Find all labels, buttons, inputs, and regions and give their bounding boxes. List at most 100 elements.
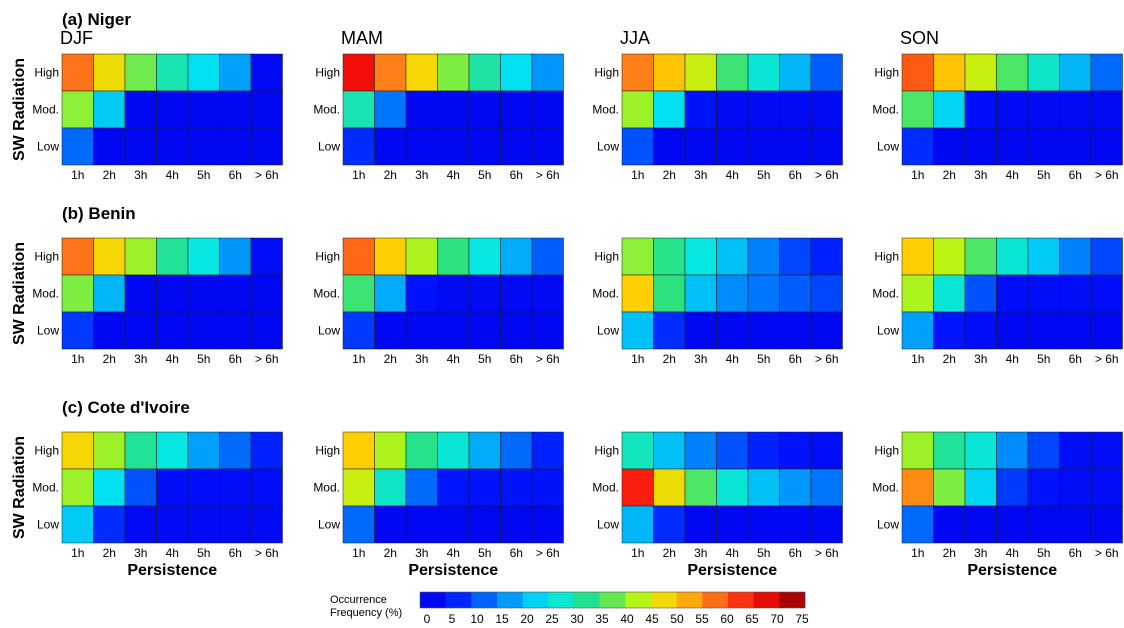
heatmap-cell (405, 311, 438, 350)
heatmap-cell (437, 90, 470, 129)
section-title: (c) Cote d'Ivoire (62, 398, 190, 417)
colorbar-tick-label: 15 (495, 612, 509, 626)
colorbar-step (574, 592, 600, 608)
column-tick-label: 4h (166, 168, 179, 182)
row-tick-label: High (594, 250, 619, 264)
colorbar-tick-label: 65 (745, 612, 759, 626)
heatmap-cell (1059, 127, 1092, 166)
column-tick-label: 5h (478, 352, 491, 366)
heatmap-cell (437, 127, 470, 166)
heatmap-cell (468, 311, 501, 350)
row-tick-label: Mod. (313, 481, 340, 495)
colorbar-tick-label: 20 (520, 612, 534, 626)
column-tick-label: 6h (789, 168, 802, 182)
column-tick-label: 2h (943, 168, 956, 182)
column-tick-label: > 6h (1095, 546, 1119, 560)
heatmap-cell (187, 468, 220, 507)
heatmap-cell (716, 127, 749, 166)
heatmap-cell (405, 53, 438, 92)
heatmap-cell (779, 505, 812, 544)
season-label: MAM (341, 28, 383, 48)
heatmap-cell (342, 53, 375, 92)
heatmap-cell (374, 53, 407, 92)
heatmap-cell (779, 53, 812, 92)
column-tick-label: 3h (134, 546, 147, 560)
heatmap-cell (1027, 127, 1060, 166)
heatmap-cell (964, 237, 997, 276)
heatmap-cell (901, 90, 934, 129)
column-tick-label: 5h (197, 546, 210, 560)
heatmap-cell (933, 53, 966, 92)
column-tick-label: 5h (478, 168, 491, 182)
row-tick-label: High (315, 66, 340, 80)
heatmap-cell (716, 237, 749, 276)
heatmap-cell (1090, 311, 1123, 350)
colorbar-tick-label: 35 (595, 612, 609, 626)
heatmap-cell (716, 431, 749, 470)
column-tick-label: 1h (631, 168, 644, 182)
column-tick-label: 4h (726, 546, 739, 560)
heatmap-cell (468, 53, 501, 92)
column-tick-label: 4h (1006, 168, 1019, 182)
heatmap-cell (901, 311, 934, 350)
heatmap-cell (779, 90, 812, 129)
column-tick-label: 6h (1069, 352, 1082, 366)
column-tick-label: 2h (384, 546, 397, 560)
column-tick-label: 3h (974, 352, 987, 366)
heatmap-cell (653, 274, 686, 313)
colorbar-title-line1: Occurrence (330, 594, 387, 606)
heatmap-cell (716, 311, 749, 350)
panel-djf: High Mod. Low 1h 2h 3h 4h 5h 6h > 6h (32, 237, 283, 366)
column-tick-label: 4h (726, 352, 739, 366)
column-tick-label: 3h (134, 352, 147, 366)
heatmap-cell (621, 505, 654, 544)
heatmap-cell (374, 311, 407, 350)
colorbar-step (522, 592, 549, 608)
heatmap-cell (621, 274, 654, 313)
heatmap-cell (405, 90, 438, 129)
row-tick-label: High (34, 444, 59, 458)
column-tick-label: 1h (631, 546, 644, 560)
column-tick-label: 4h (447, 168, 460, 182)
column-tick-label: 6h (510, 546, 523, 560)
heatmap-cell (933, 505, 966, 544)
heatmap-cell (996, 431, 1029, 470)
panel-mam: High Mod. Low 1h 2h 3h 4h 5h 6h > 6h (313, 237, 564, 366)
heatmap-cell (500, 127, 533, 166)
column-tick-label: 6h (229, 168, 242, 182)
heatmap-cell (437, 274, 470, 313)
heatmap-cell (500, 237, 533, 276)
heatmap-cell (964, 53, 997, 92)
column-tick-label: 4h (726, 168, 739, 182)
heatmap-cell (621, 431, 654, 470)
heatmap-cell (684, 90, 717, 129)
heatmap-cell (219, 237, 252, 276)
heatmap-cell (61, 53, 94, 92)
heatmap-cell (187, 311, 220, 350)
heatmap-cell (61, 505, 94, 544)
heatmap-cell (437, 431, 470, 470)
heatmap-cell (342, 431, 375, 470)
colorbar-frame (419, 591, 806, 609)
heatmap-cell (1090, 274, 1123, 313)
colorbar-tick-label: 75 (795, 612, 809, 626)
heatmap-cell (468, 274, 501, 313)
column-tick-label: 3h (694, 546, 707, 560)
heatmap-cell (250, 127, 283, 166)
heatmap-cell (61, 431, 94, 470)
heatmap-cell (531, 237, 564, 276)
heatmap-cell (996, 237, 1029, 276)
column-tick-label: 5h (1037, 546, 1050, 560)
heatmap-cell (901, 505, 934, 544)
heatmap-cell (964, 468, 997, 507)
column-tick-label: 6h (229, 546, 242, 560)
heatmap-cell (779, 127, 812, 166)
heatmap-cell (901, 431, 934, 470)
colorbar-step (548, 592, 575, 608)
heatmap-cell (531, 311, 564, 350)
heatmap-cell (250, 237, 283, 276)
heatmap-cell (779, 237, 812, 276)
heatmap-cell (219, 90, 252, 129)
colorbar-step (471, 592, 498, 608)
heatmap-cell (93, 127, 126, 166)
